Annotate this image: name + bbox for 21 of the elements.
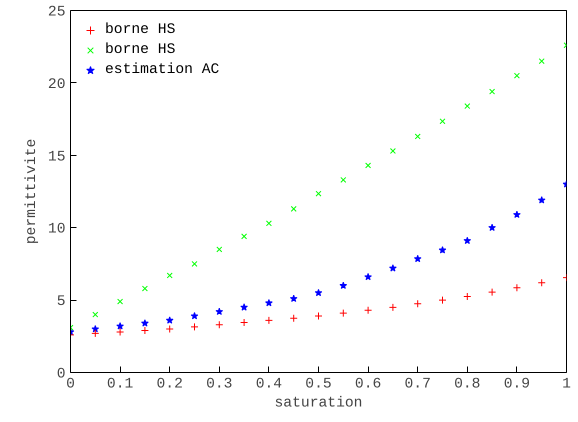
y-tick-label: 10 [48, 222, 66, 238]
x-tick-label: 0.6 [354, 376, 382, 392]
x-axis-title: saturation [274, 396, 362, 412]
x-tick-label: 0.5 [305, 376, 332, 392]
y-axis-title: permittivite [24, 138, 40, 244]
x-tick-label: 0.7 [404, 376, 431, 392]
legend-label: borne HS [105, 42, 176, 58]
x-tick-label: 0.9 [504, 376, 530, 392]
x-tick-label: 0.4 [256, 376, 282, 392]
x-tick-label: 0.2 [156, 376, 183, 392]
x-tick-label: 1 [562, 376, 572, 392]
x-tick-label: 0.1 [106, 376, 134, 392]
y-tick-label: 0 [56, 366, 66, 382]
x-tick-label: 0.3 [206, 376, 232, 392]
legend-label: borne HS [105, 22, 176, 38]
y-tick-label: 15 [48, 149, 66, 166]
x-tick-label: 0.8 [454, 376, 480, 392]
y-tick-label: 20 [48, 76, 66, 93]
y-tick-label: 5 [56, 294, 66, 310]
y-tick-label: 25 [48, 4, 66, 20]
legend-label: estimation AC [105, 62, 220, 78]
